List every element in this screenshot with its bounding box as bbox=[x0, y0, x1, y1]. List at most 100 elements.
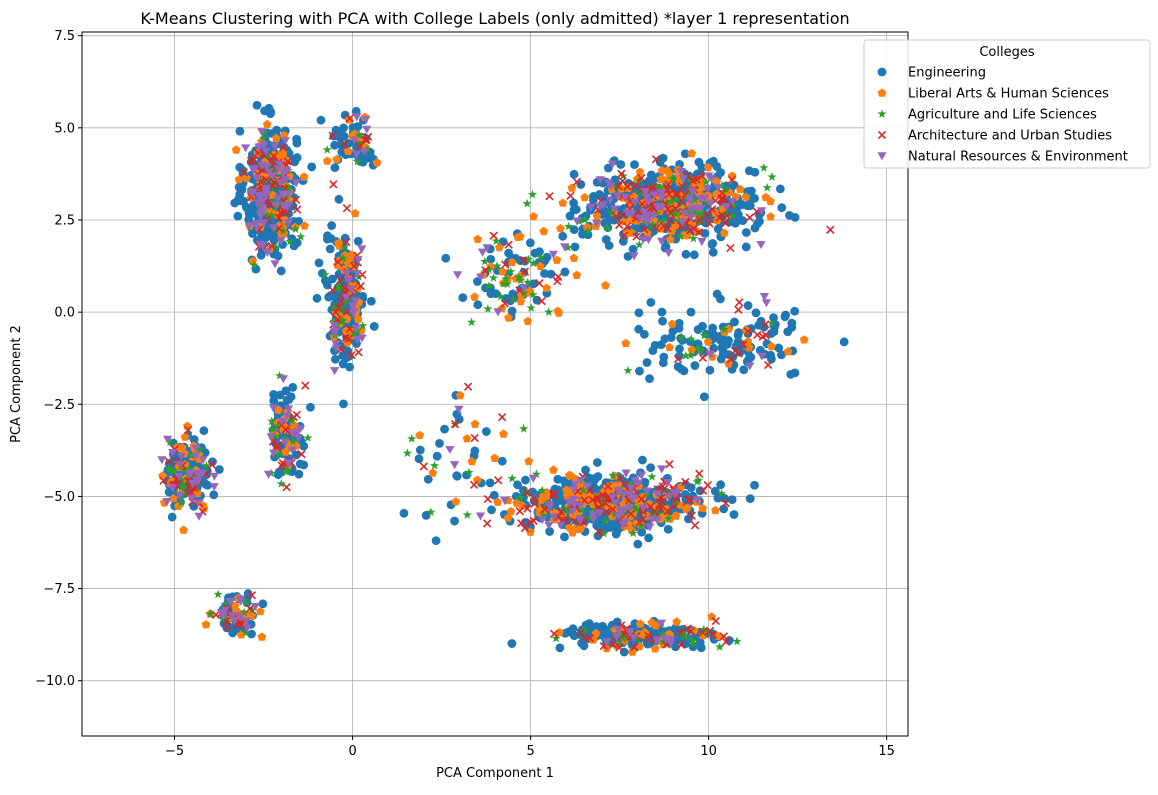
data-point bbox=[285, 236, 295, 246]
data-point bbox=[627, 647, 637, 656]
data-point bbox=[277, 461, 286, 470]
data-point bbox=[719, 228, 729, 237]
data-point bbox=[525, 286, 535, 295]
data-point bbox=[648, 219, 658, 229]
data-point bbox=[283, 190, 293, 199]
data-point bbox=[695, 486, 705, 496]
data-point bbox=[729, 510, 739, 519]
data-point bbox=[689, 250, 699, 260]
data-point bbox=[766, 212, 775, 221]
data-point bbox=[608, 640, 618, 649]
data-points bbox=[157, 100, 849, 657]
data-point bbox=[198, 501, 208, 510]
data-point bbox=[346, 285, 356, 294]
data-point bbox=[651, 155, 661, 164]
data-point bbox=[632, 504, 642, 513]
data-point bbox=[287, 416, 297, 425]
data-point bbox=[252, 100, 262, 110]
data-point bbox=[494, 476, 503, 485]
data-point bbox=[361, 115, 371, 124]
data-point bbox=[351, 324, 361, 333]
data-point bbox=[292, 138, 302, 148]
data-point bbox=[339, 132, 349, 141]
data-point bbox=[678, 175, 688, 184]
data-point bbox=[612, 212, 621, 221]
data-point bbox=[503, 513, 513, 522]
data-point bbox=[614, 182, 623, 191]
data-point bbox=[648, 346, 658, 356]
data-point bbox=[257, 161, 267, 170]
data-point bbox=[350, 129, 360, 138]
data-point bbox=[257, 128, 267, 137]
data-point bbox=[247, 605, 257, 614]
y-tick-label: −7.5 bbox=[43, 582, 75, 597]
data-point bbox=[537, 296, 546, 306]
data-point bbox=[652, 636, 662, 645]
data-point bbox=[761, 192, 771, 201]
data-point bbox=[699, 330, 709, 340]
data-point bbox=[506, 266, 516, 276]
data-point bbox=[284, 459, 294, 468]
data-point bbox=[549, 491, 558, 500]
data-point bbox=[735, 298, 744, 307]
data-point bbox=[268, 224, 279, 233]
data-point bbox=[491, 236, 501, 245]
data-point bbox=[242, 624, 252, 633]
legend-label: Agriculture and Life Sciences bbox=[908, 108, 1097, 123]
data-point bbox=[454, 405, 464, 414]
data-point bbox=[684, 495, 693, 505]
data-point bbox=[270, 431, 280, 440]
data-point bbox=[717, 180, 727, 190]
data-point bbox=[350, 297, 360, 306]
data-point bbox=[187, 494, 197, 503]
data-point bbox=[353, 256, 363, 265]
data-point bbox=[727, 175, 737, 185]
data-point bbox=[692, 496, 702, 505]
data-point bbox=[666, 216, 675, 225]
data-point bbox=[687, 511, 696, 520]
data-point bbox=[358, 157, 368, 167]
data-point bbox=[359, 148, 369, 157]
data-point bbox=[639, 329, 649, 339]
legend-marker bbox=[877, 88, 887, 97]
data-point bbox=[674, 318, 684, 328]
data-point bbox=[463, 382, 473, 391]
data-point bbox=[452, 471, 462, 481]
data-point bbox=[267, 241, 276, 251]
data-point bbox=[519, 284, 529, 292]
data-point bbox=[489, 231, 498, 240]
data-point bbox=[658, 497, 667, 506]
data-point bbox=[262, 248, 272, 257]
data-point bbox=[537, 516, 547, 525]
y-tick-label: −5.0 bbox=[43, 490, 75, 505]
data-point bbox=[636, 619, 645, 628]
data-point bbox=[663, 479, 673, 488]
data-point bbox=[542, 283, 551, 292]
data-point bbox=[563, 242, 573, 252]
data-point bbox=[634, 479, 644, 488]
legend-label: Natural Resources & Environment bbox=[908, 150, 1128, 165]
data-point bbox=[239, 168, 249, 177]
data-point bbox=[790, 368, 800, 378]
data-point bbox=[611, 499, 621, 508]
data-point bbox=[344, 277, 354, 286]
data-point bbox=[343, 146, 353, 155]
data-point bbox=[525, 238, 535, 248]
data-point bbox=[670, 502, 679, 511]
data-point bbox=[688, 188, 698, 197]
data-point bbox=[678, 182, 687, 191]
data-point bbox=[314, 258, 324, 268]
data-point bbox=[279, 169, 289, 178]
data-point bbox=[485, 478, 495, 488]
x-tick-label: −5 bbox=[165, 744, 184, 759]
data-point bbox=[672, 617, 681, 626]
data-point bbox=[603, 163, 613, 173]
legend-box bbox=[863, 39, 1151, 169]
data-point bbox=[271, 201, 281, 210]
data-point bbox=[516, 296, 526, 306]
data-point bbox=[257, 203, 267, 212]
data-point bbox=[572, 217, 582, 226]
data-point bbox=[270, 167, 280, 176]
data-point bbox=[620, 518, 630, 527]
data-point bbox=[663, 224, 672, 233]
